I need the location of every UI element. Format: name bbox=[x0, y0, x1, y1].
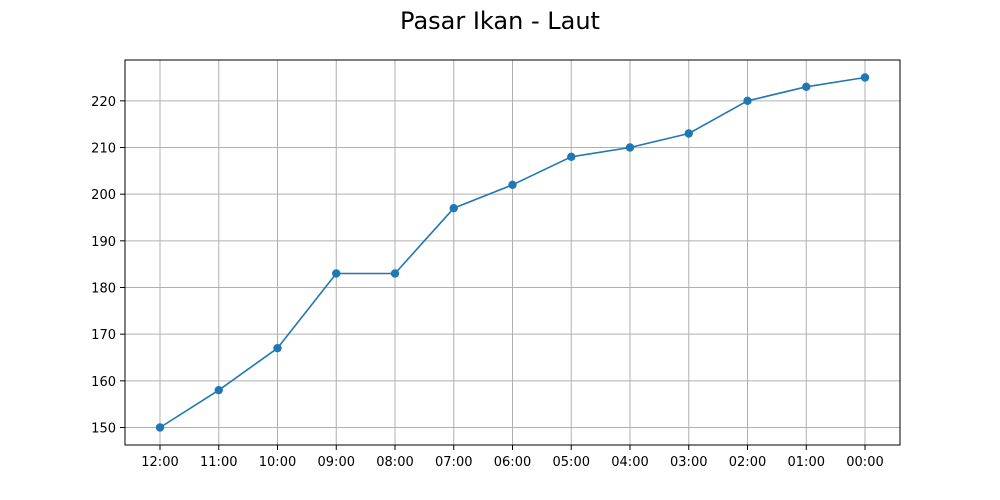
x-tick-label: 04:00 bbox=[611, 455, 648, 470]
x-tick-label: 08:00 bbox=[376, 455, 413, 470]
data-point bbox=[802, 82, 811, 92]
x-tick-label: 11:00 bbox=[200, 455, 237, 470]
x-tick-label: 06:00 bbox=[494, 455, 531, 470]
x-tick-label: 07:00 bbox=[435, 455, 472, 470]
data-point bbox=[684, 129, 693, 138]
y-tick-label: 170 bbox=[91, 328, 116, 343]
y-tick-label: 200 bbox=[91, 188, 116, 203]
data-point bbox=[625, 143, 635, 152]
x-tick-label: 05:00 bbox=[553, 455, 590, 470]
data-point bbox=[214, 385, 223, 395]
data-point bbox=[449, 203, 458, 213]
x-tick-label: 12:00 bbox=[141, 455, 178, 470]
x-tick-label: 00:00 bbox=[846, 455, 883, 470]
data-point bbox=[155, 423, 165, 432]
x-tick-label: 02:00 bbox=[729, 455, 766, 470]
x-tick-label: 10:00 bbox=[259, 455, 296, 470]
y-tick-label: 180 bbox=[91, 282, 116, 297]
data-point bbox=[567, 152, 576, 162]
data-point bbox=[743, 96, 752, 106]
y-tick-label: 150 bbox=[91, 422, 116, 437]
data-point bbox=[860, 73, 870, 82]
x-tick-label: 09:00 bbox=[318, 455, 355, 470]
data-point bbox=[332, 269, 341, 278]
y-tick-label: 220 bbox=[91, 95, 116, 110]
data-point bbox=[390, 269, 400, 278]
x-tick-label: 03:00 bbox=[670, 455, 707, 470]
data-point bbox=[508, 180, 517, 190]
y-tick-label: 210 bbox=[91, 142, 116, 157]
y-tick-label: 190 bbox=[91, 235, 116, 250]
chart-title: Pasar Ikan - Laut bbox=[400, 7, 600, 35]
data-point bbox=[273, 343, 282, 353]
y-tick-label: 160 bbox=[91, 375, 116, 390]
x-tick-label: 01:00 bbox=[788, 455, 825, 470]
